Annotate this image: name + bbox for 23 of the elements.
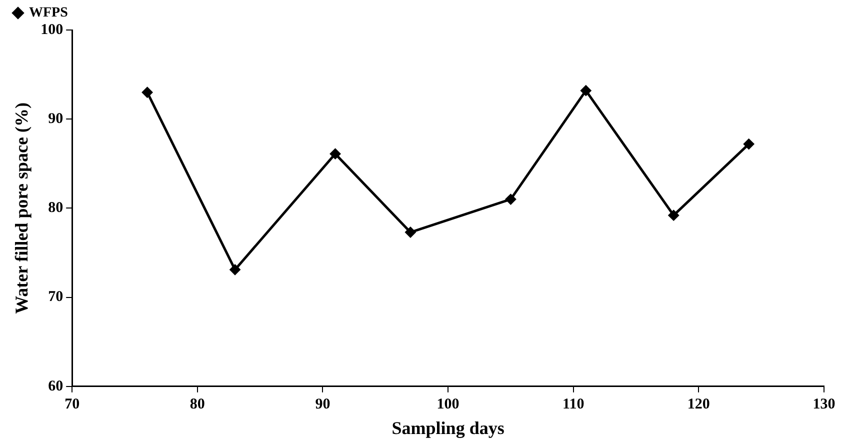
y-tick-label: 60 bbox=[48, 378, 64, 394]
x-axis-title: Sampling days bbox=[392, 418, 504, 438]
y-axis-title: Water filled pore space (%) bbox=[11, 102, 32, 314]
point bbox=[505, 194, 516, 205]
point bbox=[404, 226, 416, 238]
y-tick-label: 90 bbox=[48, 110, 64, 127]
x-tick-label: 130 bbox=[812, 396, 836, 412]
point bbox=[142, 86, 153, 98]
point bbox=[668, 210, 680, 221]
x-tick-label: 100 bbox=[436, 396, 460, 412]
y-tick-label: 80 bbox=[48, 200, 64, 216]
point bbox=[330, 148, 341, 160]
point bbox=[230, 264, 241, 276]
y-tick-label: 70 bbox=[48, 289, 64, 306]
x-tick-label: 120 bbox=[687, 396, 710, 412]
point bbox=[743, 138, 754, 150]
y-tick-label: 100 bbox=[40, 22, 64, 38]
legend-label: WFPS bbox=[29, 6, 68, 21]
x-tick-label: 90 bbox=[315, 396, 330, 412]
x-tick-label: 70 bbox=[64, 396, 80, 412]
point bbox=[580, 85, 592, 96]
x-tick-label: 110 bbox=[562, 396, 584, 412]
x-tick-label: 80 bbox=[190, 396, 205, 412]
